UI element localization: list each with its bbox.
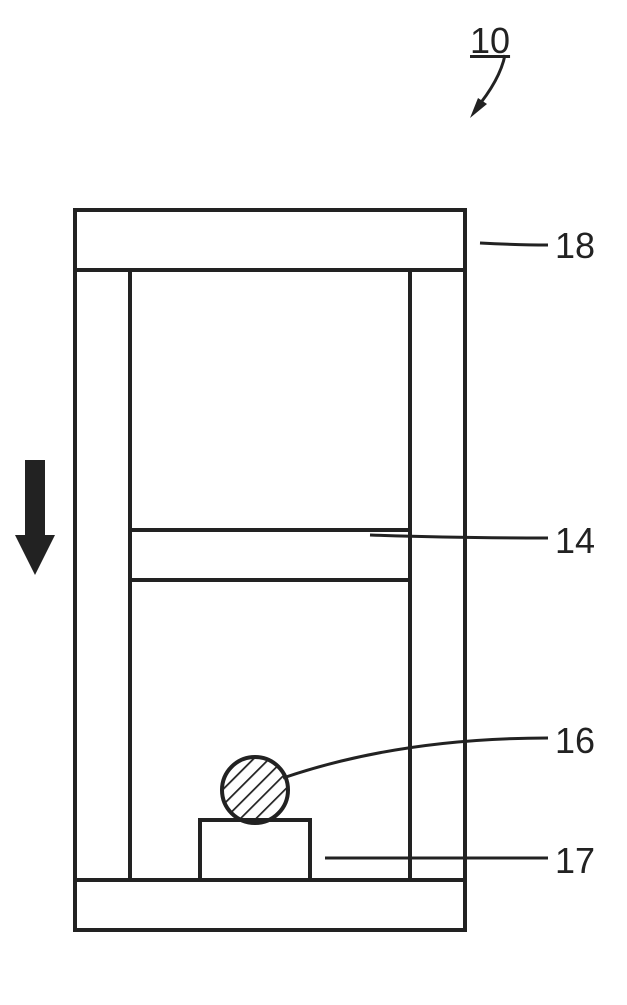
base-block [200, 820, 310, 880]
arrow-shaft [25, 460, 45, 535]
diagram-svg [0, 0, 627, 1000]
ref-label-17: 17 [555, 840, 595, 882]
ref-label-14: 14 [555, 520, 595, 562]
crossbar [130, 530, 410, 580]
ref-label-10: 10 [470, 20, 510, 62]
leader-10-arrow [470, 98, 487, 118]
arrow-head [15, 535, 55, 575]
ref-label-18: 18 [555, 225, 595, 267]
leader-18 [480, 243, 548, 245]
hatched-circle [222, 757, 288, 823]
ref-label-16: 16 [555, 720, 595, 762]
patent-diagram: 10 18 14 16 17 [0, 0, 627, 1000]
